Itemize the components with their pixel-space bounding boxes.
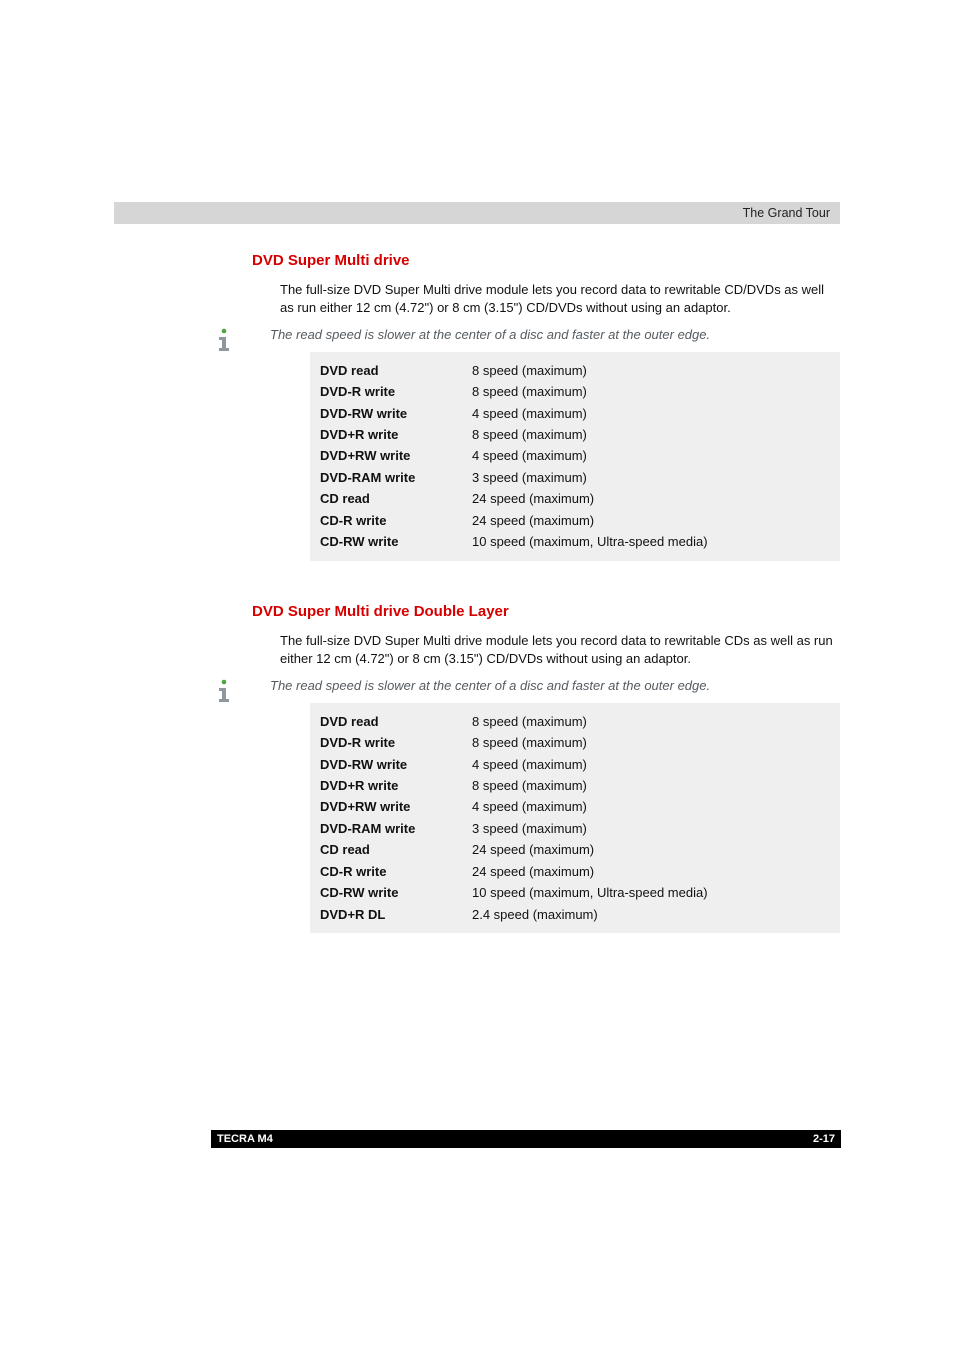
spec-label: DVD+R write xyxy=(320,775,472,796)
spec-value: 24 speed (maximum) xyxy=(472,861,830,882)
spec-row: DVD read8 speed (maximum) xyxy=(320,360,830,381)
spec-row: DVD-R write8 speed (maximum) xyxy=(320,732,830,753)
spec-label: DVD read xyxy=(320,360,472,381)
spec-value: 8 speed (maximum) xyxy=(472,732,830,753)
note-text: The read speed is slower at the center o… xyxy=(242,326,840,344)
spec-value: 4 speed (maximum) xyxy=(472,796,830,817)
spec-label: DVD+RW write xyxy=(320,796,472,817)
spec-value: 4 speed (maximum) xyxy=(472,445,830,466)
header-bar: The Grand Tour xyxy=(114,202,840,224)
spec-value: 10 speed (maximum, Ultra-speed media) xyxy=(472,531,830,552)
spec-label: DVD-RW write xyxy=(320,403,472,424)
spec-label: DVD-RAM write xyxy=(320,818,472,839)
spec-value: 8 speed (maximum) xyxy=(472,711,830,732)
spec-label: DVD-RAM write xyxy=(320,467,472,488)
spec-value: 24 speed (maximum) xyxy=(472,839,830,860)
spec-row: DVD-RW write4 speed (maximum) xyxy=(320,754,830,775)
note-block: The read speed is slower at the center o… xyxy=(242,326,840,344)
spec-row: CD-R write24 speed (maximum) xyxy=(320,510,830,531)
page: The Grand Tour DVD Super Multi drive The… xyxy=(0,0,954,1351)
spec-row: DVD read8 speed (maximum) xyxy=(320,711,830,732)
spec-label: DVD read xyxy=(320,711,472,732)
footer-model: TECRA M4 xyxy=(217,1133,273,1145)
spec-row: DVD-RAM write3 speed (maximum) xyxy=(320,467,830,488)
spec-row: DVD+RW write4 speed (maximum) xyxy=(320,445,830,466)
spec-value: 3 speed (maximum) xyxy=(472,467,830,488)
info-icon xyxy=(210,326,238,354)
spec-value: 3 speed (maximum) xyxy=(472,818,830,839)
note-block: The read speed is slower at the center o… xyxy=(242,677,840,695)
spec-value: 8 speed (maximum) xyxy=(472,381,830,402)
footer-page-number: 2-17 xyxy=(813,1133,835,1145)
spec-value: 4 speed (maximum) xyxy=(472,754,830,775)
spec-row: DVD-RAM write3 speed (maximum) xyxy=(320,818,830,839)
spec-label: CD-RW write xyxy=(320,882,472,903)
spec-value: 8 speed (maximum) xyxy=(472,775,830,796)
spec-label: DVD+R DL xyxy=(320,904,472,925)
spec-row: CD-R write24 speed (maximum) xyxy=(320,861,830,882)
section-dvd-super-multi-double-layer: DVD Super Multi drive Double Layer The f… xyxy=(252,603,840,959)
spec-row: DVD-R write8 speed (maximum) xyxy=(320,381,830,402)
spec-label: DVD-R write xyxy=(320,381,472,402)
spec-label: CD read xyxy=(320,488,472,509)
section-body: The full-size DVD Super Multi drive modu… xyxy=(252,281,840,316)
spec-value: 8 speed (maximum) xyxy=(472,360,830,381)
spec-label: CD-R write xyxy=(320,510,472,531)
spec-label: DVD+R write xyxy=(320,424,472,445)
section-title: DVD Super Multi drive Double Layer xyxy=(252,603,840,620)
spec-label: DVD+RW write xyxy=(320,445,472,466)
footer-bar: TECRA M4 2-17 xyxy=(211,1130,841,1148)
spec-row: DVD-RW write4 speed (maximum) xyxy=(320,403,830,424)
spec-label: CD-RW write xyxy=(320,531,472,552)
spec-row: DVD+R write8 speed (maximum) xyxy=(320,424,830,445)
spec-label: CD read xyxy=(320,839,472,860)
spec-table: DVD read8 speed (maximum)DVD-R write8 sp… xyxy=(310,703,840,933)
spec-value: 4 speed (maximum) xyxy=(472,403,830,424)
spec-value: 24 speed (maximum) xyxy=(472,510,830,531)
spec-row: CD-RW write10 speed (maximum, Ultra-spee… xyxy=(320,531,830,552)
section-title: DVD Super Multi drive xyxy=(252,252,840,269)
section-dvd-super-multi: DVD Super Multi drive The full-size DVD … xyxy=(252,252,840,587)
chapter-title: The Grand Tour xyxy=(743,206,830,220)
spec-value: 2.4 speed (maximum) xyxy=(472,904,830,925)
note-text: The read speed is slower at the center o… xyxy=(242,677,840,695)
section-body: The full-size DVD Super Multi drive modu… xyxy=(252,632,840,667)
spec-label: DVD-RW write xyxy=(320,754,472,775)
spec-value: 8 speed (maximum) xyxy=(472,424,830,445)
spec-row: CD read24 speed (maximum) xyxy=(320,488,830,509)
spec-value: 10 speed (maximum, Ultra-speed media) xyxy=(472,882,830,903)
spec-row: DVD+R DL2.4 speed (maximum) xyxy=(320,904,830,925)
spec-row: CD-RW write10 speed (maximum, Ultra-spee… xyxy=(320,882,830,903)
spec-row: DVD+RW write4 speed (maximum) xyxy=(320,796,830,817)
spec-table: DVD read8 speed (maximum)DVD-R write8 sp… xyxy=(310,352,840,561)
info-icon xyxy=(210,677,238,705)
spec-label: DVD-R write xyxy=(320,732,472,753)
spec-row: DVD+R write8 speed (maximum) xyxy=(320,775,830,796)
spec-row: CD read24 speed (maximum) xyxy=(320,839,830,860)
spec-value: 24 speed (maximum) xyxy=(472,488,830,509)
spec-label: CD-R write xyxy=(320,861,472,882)
